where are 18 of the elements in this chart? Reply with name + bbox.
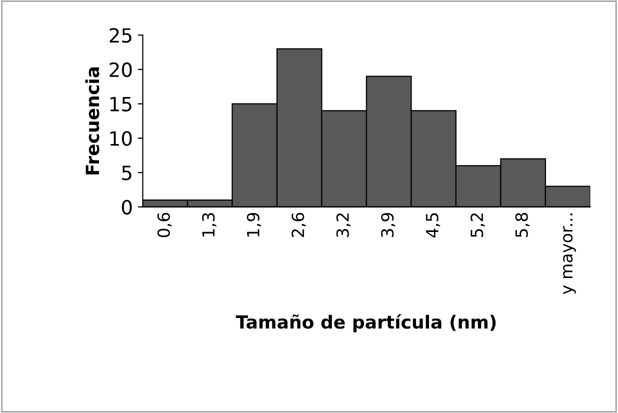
y-tick-label: 20 xyxy=(110,62,132,78)
x-tick-label: 2,6 xyxy=(292,212,306,238)
x-tick-label: 1,9 xyxy=(246,212,262,236)
y-tick-label: 0 xyxy=(122,200,132,215)
x-tick-label: 0,6 xyxy=(157,212,172,238)
y-tick-label: 5 xyxy=(122,166,132,180)
y-tick-label: 10 xyxy=(110,131,132,146)
y-tick-label: 15 xyxy=(110,97,132,112)
x-tick-label: 5,8 xyxy=(515,212,530,237)
x-tick-label: y mayor... xyxy=(563,214,576,294)
x-tick-label: 4,5 xyxy=(426,213,440,238)
x-tick-label: 1,3 xyxy=(202,213,216,236)
x-tick-label: 3,9 xyxy=(381,212,396,238)
y-axis-title: Frecuencia xyxy=(85,67,100,174)
y-tick-label: 25 xyxy=(110,28,132,43)
x-tick-label: 5,2 xyxy=(470,213,485,237)
x-axis-title: Tamaño de partícula (nm) xyxy=(236,314,496,332)
x-tick-label: 3,2 xyxy=(336,213,351,238)
